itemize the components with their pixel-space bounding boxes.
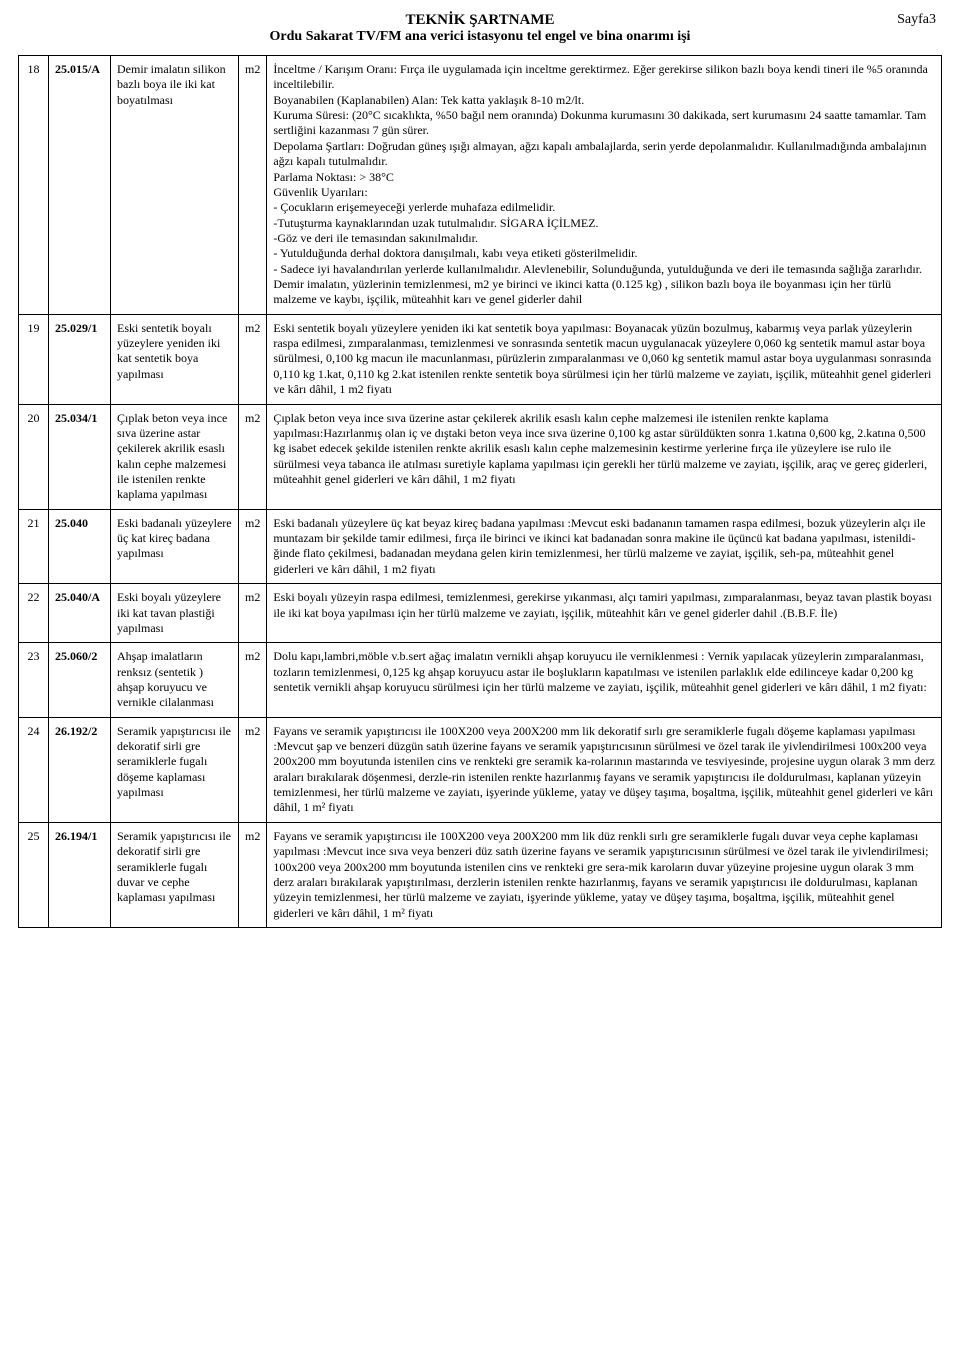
row-item-name: Eski boyalı yüzeylere iki kat tavan plas…	[111, 584, 239, 643]
page-number: Sayfa3	[897, 12, 936, 28]
row-description: Eski badanalı yüzeylere üç kat beyaz kir…	[267, 509, 942, 583]
row-number: 25	[19, 822, 49, 927]
row-description: Fayans ve seramik yapıştırıcısı ile 100X…	[267, 717, 942, 822]
table-row: 2426.192/2Seramik yapıştırıcısı ile deko…	[19, 717, 942, 822]
row-unit: m2	[239, 314, 267, 404]
row-item-name: Çıplak beton veya ince sıva üzerine asta…	[111, 404, 239, 509]
row-code: 25.060/2	[49, 643, 111, 717]
row-number: 18	[19, 56, 49, 315]
row-code: 25.034/1	[49, 404, 111, 509]
doc-title: TEKNİK ŞARTNAME	[405, 12, 554, 29]
row-description: İnceltme / Karışım Oranı: Fırça ile uygu…	[267, 56, 942, 315]
row-code: 25.040	[49, 509, 111, 583]
row-item-name: Demir imalatın silikon bazlı boya ile ik…	[111, 56, 239, 315]
row-item-name: Seramik yapıştırıcısı ile dekoratif sirl…	[111, 822, 239, 927]
table-row: 2526.194/1Seramik yapıştırıcısı ile deko…	[19, 822, 942, 927]
row-description: Eski sentetik boyalı yüzeylere yeniden i…	[267, 314, 942, 404]
spec-table: 1825.015/ADemir imalatın silikon bazlı b…	[18, 55, 942, 928]
table-row: 2225.040/AEski boyalı yüzeylere iki kat …	[19, 584, 942, 643]
row-unit: m2	[239, 717, 267, 822]
doc-subtitle: Ordu Sakarat TV/FM ana verici istasyonu …	[18, 29, 942, 45]
row-number: 20	[19, 404, 49, 509]
row-number: 23	[19, 643, 49, 717]
row-unit: m2	[239, 584, 267, 643]
table-row: 2325.060/2Ahşap imalatların renksız (sen…	[19, 643, 942, 717]
row-description: Çıplak beton veya ince sıva üzerine asta…	[267, 404, 942, 509]
row-item-name: Ahşap imalatların renksız (sentetik ) ah…	[111, 643, 239, 717]
page-header: TEKNİK ŞARTNAME Sayfa3 Ordu Sakarat TV/F…	[18, 12, 942, 45]
table-row: 2025.034/1Çıplak beton veya ince sıva üz…	[19, 404, 942, 509]
row-code: 26.194/1	[49, 822, 111, 927]
row-unit: m2	[239, 509, 267, 583]
row-unit: m2	[239, 56, 267, 315]
row-description: Eski boyalı yüzeyin raspa edilmesi, temi…	[267, 584, 942, 643]
row-code: 26.192/2	[49, 717, 111, 822]
row-number: 21	[19, 509, 49, 583]
row-unit: m2	[239, 643, 267, 717]
row-description: Fayans ve seramik yapıştırıcısı ile 100X…	[267, 822, 942, 927]
row-number: 24	[19, 717, 49, 822]
row-description: Dolu kapı,lambri,möble v.b.sert ağaç ima…	[267, 643, 942, 717]
row-code: 25.015/A	[49, 56, 111, 315]
row-code: 25.029/1	[49, 314, 111, 404]
row-item-name: Eski badanalı yüzeylere üç kat kireç bad…	[111, 509, 239, 583]
row-item-name: Seramik yapıştırıcısı ile dekoratif sirl…	[111, 717, 239, 822]
row-unit: m2	[239, 822, 267, 927]
row-item-name: Eski sentetik boyalı yüzeylere yeniden i…	[111, 314, 239, 404]
row-number: 19	[19, 314, 49, 404]
table-row: 1925.029/1Eski sentetik boyalı yüzeylere…	[19, 314, 942, 404]
table-row: 2125.040Eski badanalı yüzeylere üç kat k…	[19, 509, 942, 583]
table-row: 1825.015/ADemir imalatın silikon bazlı b…	[19, 56, 942, 315]
row-unit: m2	[239, 404, 267, 509]
row-code: 25.040/A	[49, 584, 111, 643]
row-number: 22	[19, 584, 49, 643]
